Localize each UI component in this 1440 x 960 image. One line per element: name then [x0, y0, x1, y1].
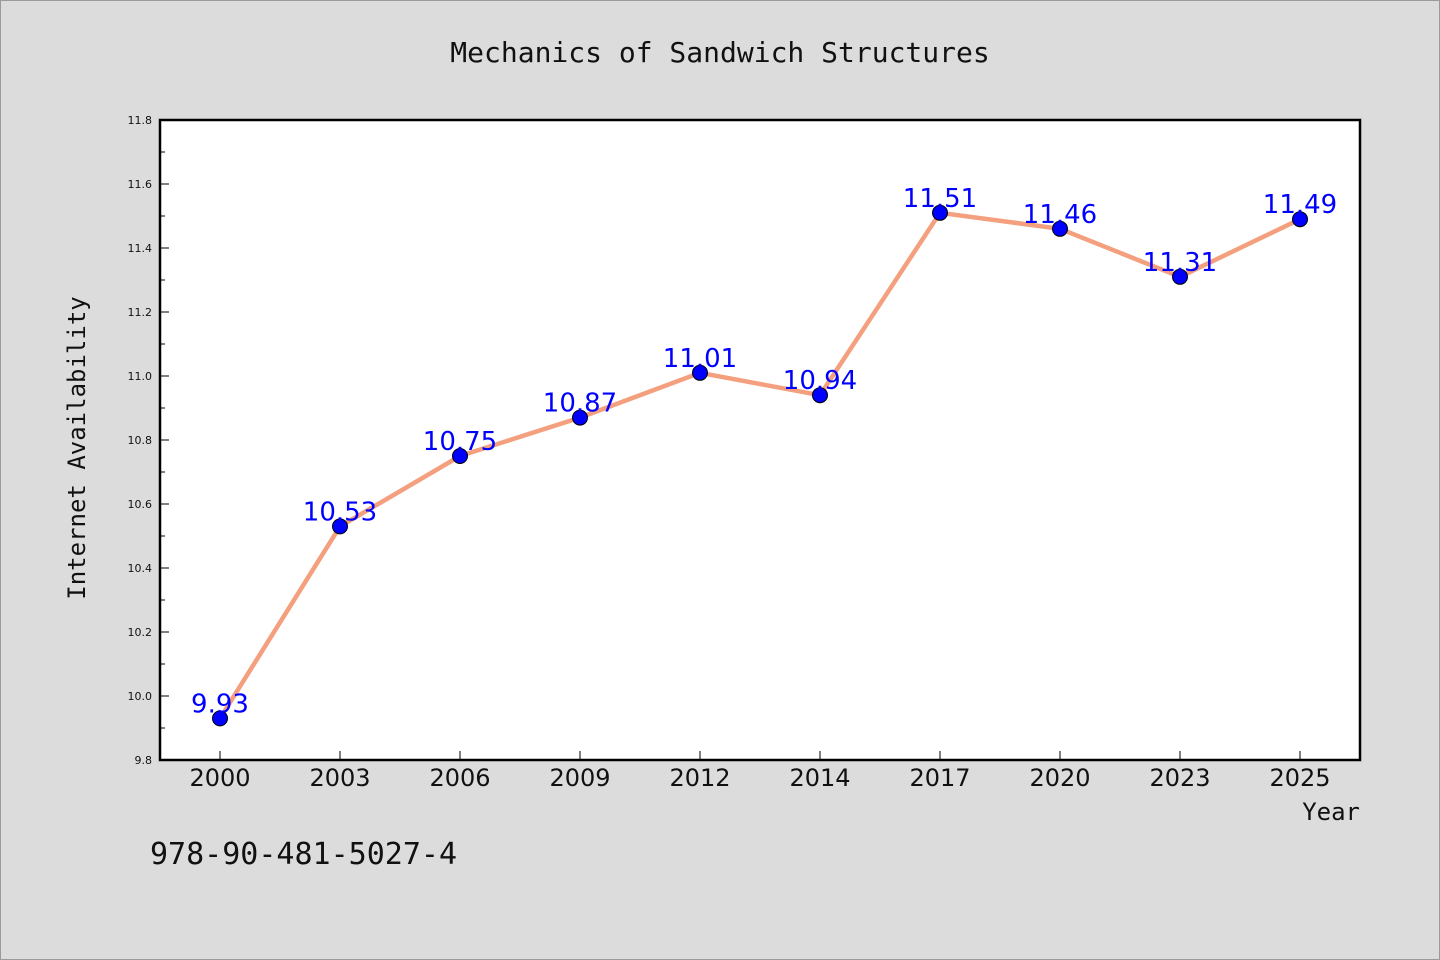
x-tick-label: 2023 [1149, 764, 1210, 792]
y-tick-label: 9.8 [135, 754, 153, 767]
y-axis: 9.8 10.0 10.2 10.4 10.6 10.8 11.0 11.2 11.4 11.6 1… [128, 114, 169, 767]
y-tick-label: 11.2 [128, 306, 153, 319]
plot-area [160, 120, 1360, 760]
x-tick-label: 2014 [789, 764, 850, 792]
x-tick-label: 2000 [189, 764, 250, 792]
data-point [812, 387, 828, 404]
data-label: 11.01 [663, 344, 737, 374]
data-label: 11.51 [903, 184, 977, 214]
x-tick-label: 2009 [549, 764, 610, 792]
y-tick-label: 11.0 [128, 370, 153, 383]
data-label: 10.53 [303, 497, 377, 527]
x-tick-label: 2012 [669, 764, 730, 792]
y-tick-label: 11.6 [128, 178, 153, 191]
data-label: 10.94 [783, 366, 857, 396]
data-label: 11.49 [1263, 190, 1337, 220]
x-tick-label: 2020 [1029, 764, 1090, 792]
data-label: 9.93 [191, 689, 249, 719]
series-line [217, 210, 1303, 721]
data-point [332, 518, 348, 535]
y-tick-label: 10.8 [128, 434, 153, 447]
x-tick-label: 2006 [429, 764, 490, 792]
y-tick-label: 10.6 [128, 498, 153, 511]
data-point [212, 710, 228, 727]
data-label: 10.75 [423, 427, 497, 457]
series-layer: 9.93 10.53 10.75 10.87 11.01 10.94 11.51 11.46 1… [191, 184, 1337, 727]
data-point [1292, 211, 1308, 228]
isbn-footer: 978-90-481-5027-4 [150, 837, 457, 872]
y-tick-label: 11.8 [128, 114, 153, 127]
data-point [1052, 220, 1068, 237]
y-tick-label: 11.4 [128, 242, 153, 255]
chart-title: Mechanics of Sandwich Structures [450, 36, 989, 69]
x-axis: 2000 2003 2006 2009 2012 2014 2017 2020 2023 2025 [189, 751, 1331, 792]
y-axis-title: Internet Availability [63, 296, 91, 599]
y-tick-label: 10.0 [128, 690, 153, 703]
data-point [692, 364, 708, 381]
x-axis-title: Year [1302, 798, 1360, 826]
data-label: 11.31 [1143, 248, 1217, 278]
data-point [932, 204, 948, 221]
x-tick-label: 2017 [909, 764, 970, 792]
y-tick-label: 10.4 [128, 562, 153, 575]
y-tick-label: 10.2 [128, 626, 153, 639]
data-point [572, 409, 588, 426]
data-label: 10.87 [543, 389, 617, 419]
data-label: 11.46 [1023, 200, 1097, 230]
x-tick-label: 2025 [1269, 764, 1330, 792]
x-tick-label: 2003 [309, 764, 370, 792]
data-point [1172, 268, 1188, 285]
plot-frame [158, 118, 1362, 762]
data-point [452, 448, 468, 464]
